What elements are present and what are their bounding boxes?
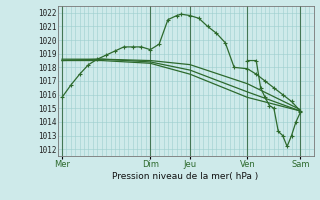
X-axis label: Pression niveau de la mer( hPa ): Pression niveau de la mer( hPa ) bbox=[112, 172, 259, 181]
